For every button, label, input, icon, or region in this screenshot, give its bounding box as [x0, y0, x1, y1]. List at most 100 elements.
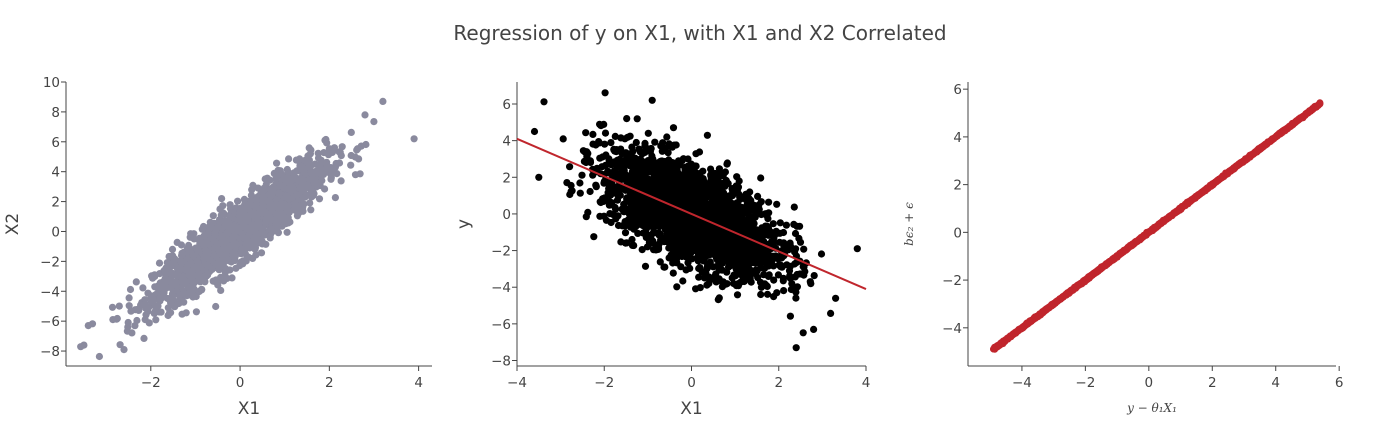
data-point [321, 185, 329, 193]
data-point [315, 195, 324, 203]
data-point [786, 272, 794, 280]
data-point [176, 264, 184, 273]
data-point [780, 287, 788, 295]
data-point [566, 163, 574, 171]
x-tick-label: 0 [687, 375, 696, 391]
data-point [639, 222, 647, 230]
data-point [744, 271, 752, 280]
data-point [651, 138, 659, 146]
data-point [696, 284, 704, 292]
data-point [760, 264, 769, 273]
data-point [779, 277, 787, 285]
data-point [611, 132, 619, 140]
data-point [689, 173, 697, 181]
data-point [370, 118, 378, 126]
data-point [152, 316, 160, 324]
data-point [203, 262, 211, 270]
data-point [201, 278, 209, 286]
x-tick-label: 2 [774, 375, 783, 391]
data-point [773, 289, 781, 297]
x-tick-label: 0 [1145, 375, 1154, 391]
data-point [776, 229, 784, 237]
data-point [540, 98, 548, 106]
data-point [650, 229, 658, 237]
data-point [623, 115, 631, 123]
data-point [582, 129, 590, 137]
data-point [638, 150, 646, 158]
data-point [593, 164, 601, 172]
data-point [734, 212, 742, 220]
data-point [694, 221, 702, 229]
data-point [774, 271, 783, 279]
data-point [605, 155, 613, 163]
y-tick-label: −2 [40, 254, 60, 270]
data-point [615, 170, 623, 179]
data-point [640, 205, 649, 213]
data-point [645, 181, 653, 189]
data-point [613, 156, 622, 164]
data-point [614, 221, 623, 230]
data-point [742, 209, 750, 217]
data-point [221, 273, 229, 281]
data-point [724, 207, 732, 215]
data-point [596, 120, 604, 128]
data-point [170, 258, 178, 266]
data-point [157, 308, 165, 316]
data-point [262, 216, 270, 224]
data-point [337, 177, 345, 185]
data-point [672, 230, 680, 238]
data-point [266, 176, 274, 184]
x-tick-label: 0 [236, 375, 245, 391]
regression-line [516, 137, 867, 290]
data-point [576, 189, 584, 197]
data-point [215, 246, 223, 254]
data-point [612, 189, 620, 197]
data-point [586, 187, 594, 196]
data-point [644, 145, 653, 153]
data-point [782, 221, 791, 229]
data-point [763, 290, 772, 298]
data-point [156, 281, 164, 289]
data-point [198, 225, 206, 233]
data-point [786, 312, 795, 320]
data-point [832, 294, 840, 302]
data-point [681, 213, 689, 222]
data-point [589, 130, 597, 138]
data-point [738, 241, 746, 249]
data-point [746, 220, 754, 228]
data-point [757, 210, 765, 219]
data-point [710, 205, 719, 213]
data-point [673, 283, 681, 291]
data-point [628, 143, 636, 151]
data-point [724, 263, 733, 271]
data-point [707, 171, 715, 179]
data-point [260, 185, 268, 193]
data-point [732, 187, 740, 195]
data-point [252, 196, 260, 204]
data-point [619, 160, 627, 168]
data-point [84, 322, 92, 330]
data-point [311, 177, 319, 185]
data-point [189, 282, 197, 290]
data-point [695, 273, 703, 281]
data-point [792, 294, 800, 302]
data-point [535, 173, 543, 181]
data-point [272, 210, 280, 219]
data-point [725, 192, 733, 200]
data-point [306, 199, 314, 207]
data-point [209, 212, 217, 220]
data-point [648, 189, 656, 197]
data-point [268, 205, 276, 213]
data-point [633, 115, 641, 123]
data-point [597, 198, 605, 207]
y-tick-label: 6 [51, 135, 60, 151]
data-point [624, 133, 632, 141]
data-point [216, 205, 224, 213]
data-point [212, 253, 220, 261]
data-point [635, 181, 643, 189]
data-point [765, 198, 773, 206]
data-point [631, 220, 639, 228]
y-tick-label: 8 [51, 105, 60, 121]
data-point [787, 285, 795, 294]
